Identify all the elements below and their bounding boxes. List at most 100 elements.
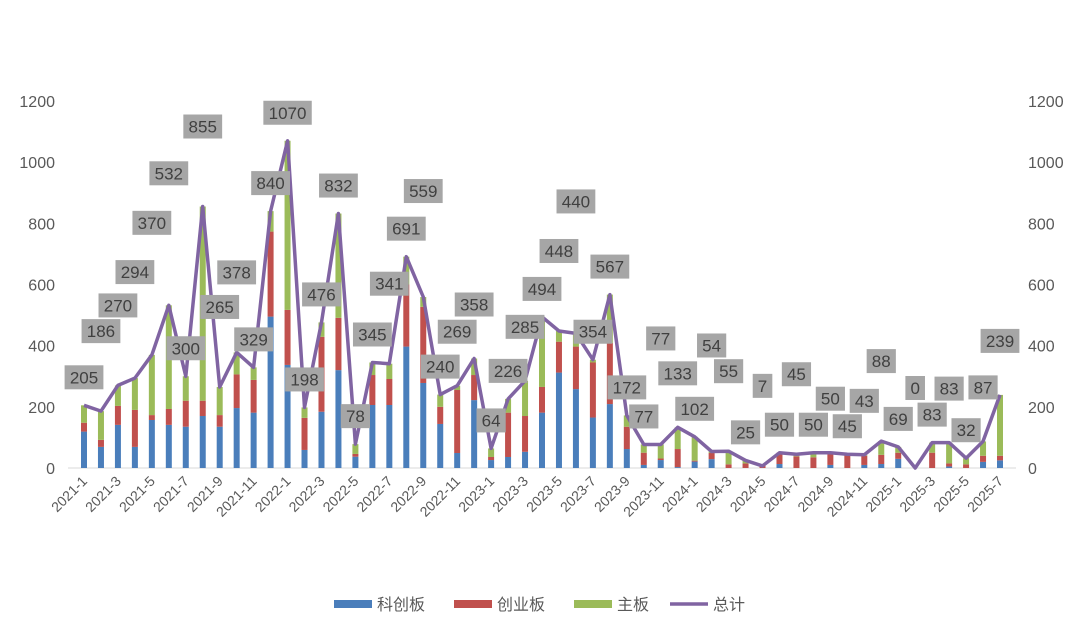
data-label-box bbox=[352, 322, 392, 347]
bar-segment-1 bbox=[572, 346, 579, 390]
bar-segment-1 bbox=[420, 306, 427, 383]
bar-segment-0 bbox=[997, 460, 1003, 468]
bar-segment-1 bbox=[861, 455, 868, 465]
data-label-box bbox=[849, 388, 879, 413]
bar-segment-1 bbox=[963, 464, 970, 468]
x-tick-label: 2022-5 bbox=[319, 473, 361, 515]
bar-segment-0 bbox=[301, 449, 308, 468]
bar-segment-0 bbox=[572, 389, 579, 468]
data-label-box bbox=[115, 260, 155, 285]
bar-segment-1 bbox=[131, 409, 138, 447]
bar-segment-0 bbox=[386, 404, 393, 468]
bar-segment-0 bbox=[420, 382, 427, 468]
data-label: 532 bbox=[155, 164, 183, 183]
y2-tick-label: 600 bbox=[1028, 278, 1055, 295]
data-label-box bbox=[905, 376, 925, 400]
bar-segment-2 bbox=[946, 442, 953, 464]
y2-tick-label: 0 bbox=[1028, 461, 1037, 478]
data-label-box bbox=[437, 319, 477, 344]
bar-segment-2 bbox=[691, 436, 698, 461]
data-label: 265 bbox=[206, 298, 234, 317]
bar-segment-1 bbox=[352, 453, 359, 457]
bar-segment-0 bbox=[980, 461, 987, 468]
data-label: 205 bbox=[70, 368, 98, 387]
y-tick-label: 0 bbox=[46, 461, 55, 478]
y-tick-label: 200 bbox=[28, 400, 55, 417]
data-label-box bbox=[98, 293, 138, 318]
bar-segment-1 bbox=[114, 405, 121, 425]
bar-segment-1 bbox=[844, 454, 851, 468]
bar-segment-1 bbox=[606, 342, 613, 405]
bar-segment-2 bbox=[216, 386, 223, 416]
data-label: 50 bbox=[804, 416, 823, 435]
data-label-box bbox=[319, 173, 358, 198]
x-tick-label: 2025-3 bbox=[896, 473, 938, 515]
data-label-box bbox=[64, 365, 104, 390]
data-label-box bbox=[646, 326, 676, 351]
data-label-box bbox=[217, 260, 257, 285]
data-label-box bbox=[369, 271, 409, 296]
bar-segment-0 bbox=[403, 346, 410, 468]
data-label-box bbox=[420, 354, 460, 379]
data-label-box bbox=[166, 336, 206, 361]
bar-segment-0 bbox=[488, 460, 495, 468]
bar-segment-0 bbox=[352, 456, 359, 468]
bar-segment-1 bbox=[776, 452, 783, 465]
y-tick-label: 800 bbox=[28, 216, 55, 233]
x-tick-label: 2022-1 bbox=[252, 473, 294, 515]
x-tick-label: 2024-5 bbox=[727, 473, 769, 515]
bar-segment-0 bbox=[165, 424, 172, 468]
bar-segment-2 bbox=[522, 380, 529, 417]
data-label: 559 bbox=[409, 182, 437, 201]
bar-segment-1 bbox=[980, 455, 987, 462]
data-label: 25 bbox=[736, 423, 755, 442]
bar-segment-1 bbox=[284, 309, 291, 365]
bar-segment-0 bbox=[589, 417, 596, 468]
bar-segment-0 bbox=[691, 461, 698, 468]
bar-segment-0 bbox=[267, 316, 274, 468]
data-label-box bbox=[454, 292, 494, 317]
bar-segment-2 bbox=[997, 394, 1003, 456]
bar-segment-2 bbox=[250, 367, 257, 380]
bar-segment-1 bbox=[691, 460, 698, 462]
legend-label-0: 科创板 bbox=[377, 596, 425, 614]
data-label-box bbox=[713, 359, 744, 384]
bar-segment-1 bbox=[997, 455, 1003, 461]
bar-segment-1 bbox=[640, 452, 647, 465]
bar-segment-2 bbox=[963, 458, 970, 465]
data-label: 440 bbox=[562, 192, 590, 211]
data-label-box bbox=[752, 373, 773, 398]
bar-segment-2 bbox=[454, 385, 461, 391]
bar-segment-1 bbox=[182, 400, 189, 427]
bar-segment-0 bbox=[454, 453, 461, 468]
data-label: 50 bbox=[821, 390, 840, 409]
bar-segment-1 bbox=[403, 284, 410, 347]
data-label: 341 bbox=[375, 275, 403, 294]
bar-segment-1 bbox=[589, 362, 596, 418]
bar-segment-2 bbox=[148, 354, 155, 416]
data-label-box bbox=[403, 179, 443, 204]
bar-segment-2 bbox=[555, 330, 562, 342]
bar-segment-1 bbox=[793, 456, 800, 468]
data-label-box bbox=[730, 420, 761, 445]
x-tick-label: 2021-1 bbox=[48, 473, 90, 515]
bar-segment-1 bbox=[386, 379, 393, 405]
data-label: 691 bbox=[392, 220, 420, 239]
x-tick-label: 2024-7 bbox=[760, 473, 802, 515]
bar-segment-0 bbox=[335, 370, 342, 468]
bar-segment-0 bbox=[640, 464, 647, 468]
data-label: 329 bbox=[239, 330, 267, 349]
data-label-box bbox=[764, 412, 795, 437]
bar-segment-2 bbox=[81, 405, 87, 423]
bar-segment-0 bbox=[946, 466, 953, 468]
data-label-box bbox=[251, 171, 290, 196]
data-label-box bbox=[488, 358, 528, 383]
x-tick-label: 2024-3 bbox=[693, 473, 735, 515]
bar-segment-1 bbox=[539, 386, 545, 413]
x-tick-label: 2021-3 bbox=[82, 473, 124, 515]
bar-segment-1 bbox=[488, 456, 495, 461]
data-label: 240 bbox=[426, 358, 454, 377]
x-tick-label: 2023-7 bbox=[557, 473, 599, 515]
data-label: 378 bbox=[222, 263, 250, 282]
bar-segment-1 bbox=[810, 457, 817, 468]
